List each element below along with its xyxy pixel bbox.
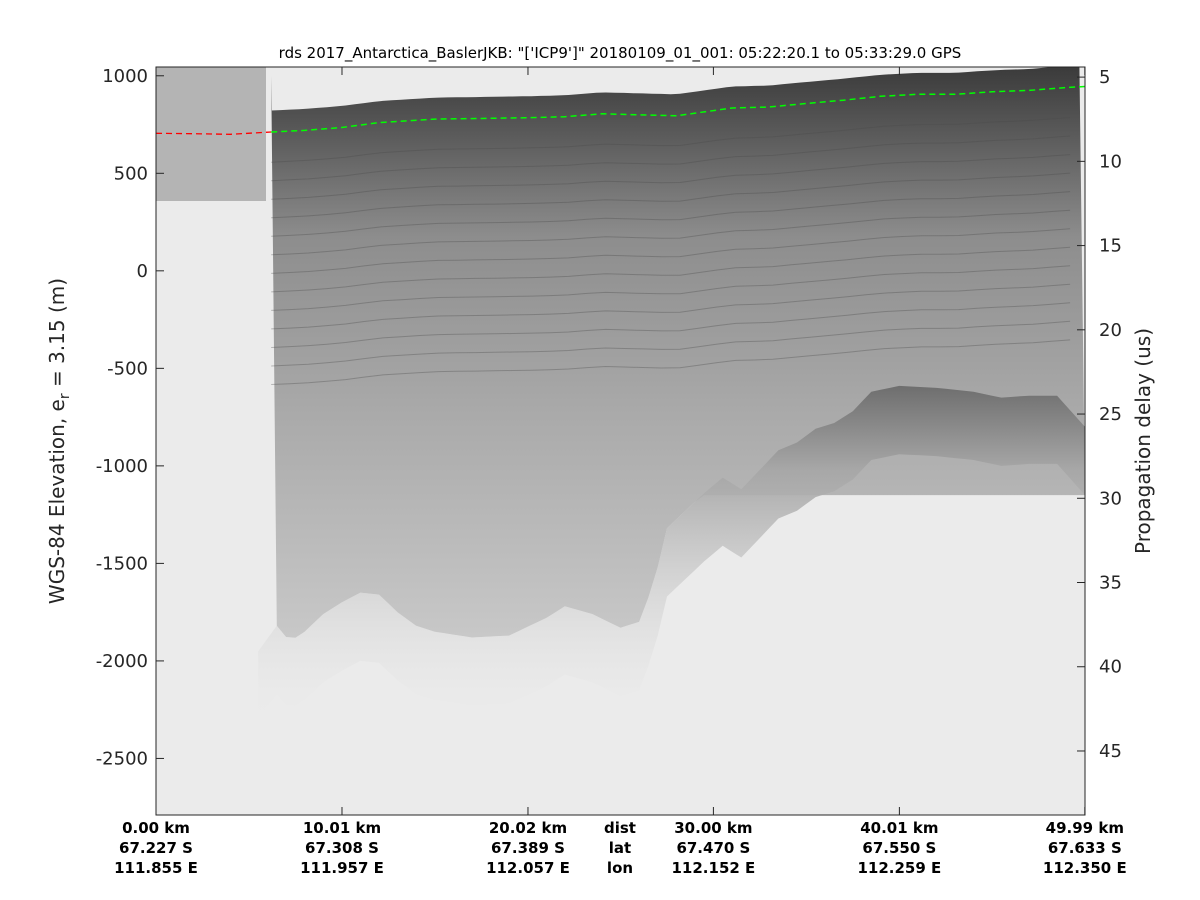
bottom-lon-label: 111.855 E	[114, 859, 198, 877]
chart-title: rds 2017_Antarctica_BaslerJKB: "['ICP9']…	[279, 44, 962, 63]
left-tick-label: -500	[107, 358, 148, 379]
bottom-lon-label: 112.350 E	[1043, 859, 1127, 877]
right-tick-label: 5	[1099, 67, 1110, 88]
right-tick-label: 10	[1099, 151, 1122, 172]
left-tick-label: 1000	[102, 66, 148, 87]
internal-layer	[271, 172, 1071, 219]
right-axis-label: Propagation delay (us)	[1131, 328, 1155, 554]
right-tick-label: 35	[1099, 573, 1122, 594]
bottom-lat-label: 67.633 S	[1048, 839, 1122, 857]
bottom-dist-label: 0.00 km	[122, 819, 190, 837]
bottom-row-name-dist: dist	[604, 819, 636, 837]
left-axis: 1000 500 0 -500 -1000 -1500 -2000 -2500	[96, 66, 164, 769]
internal-layer	[271, 339, 1071, 385]
right-axis: 5 10 15 20 25 30 35 40 45	[1077, 67, 1122, 762]
bottom-lon-label: 112.259 E	[857, 859, 941, 877]
bottom-lon-label: 112.057 E	[486, 859, 570, 877]
bottom-lat-label: 67.389 S	[491, 839, 565, 857]
right-tick-label: 15	[1099, 236, 1122, 257]
right-tick-label: 45	[1099, 741, 1122, 762]
right-tick-label: 30	[1099, 488, 1122, 509]
right-tick-label: 25	[1099, 404, 1122, 425]
left-tick-label: -2000	[96, 651, 148, 672]
bottom-dist-label: 20.02 km	[489, 819, 567, 837]
right-tick-label: 40	[1099, 657, 1122, 678]
internal-layers	[271, 117, 1071, 385]
right-tick-label: 20	[1099, 320, 1122, 341]
internal-layer	[271, 302, 1071, 348]
internal-layer	[271, 228, 1071, 274]
surface-reference-line	[156, 131, 272, 135]
bed-echo	[258, 385, 1085, 720]
echogram-image	[156, 67, 1085, 815]
bottom-lat-label: 67.308 S	[305, 839, 379, 857]
bottom-lon-label: 111.957 E	[300, 859, 384, 877]
internal-layer	[271, 135, 1071, 182]
bottom-row-name-lat: lat	[609, 839, 631, 857]
internal-layer	[271, 246, 1071, 293]
internal-layer	[271, 283, 1071, 330]
ice-column	[271, 67, 1085, 638]
left-tick-label: 500	[114, 163, 148, 184]
plot-frame	[155, 66, 1086, 816]
bottom-axis: 0.00 km 67.227 S 111.855 E 10.01 km 67.308 S…	[114, 67, 1127, 877]
bottom-dist-label: 40.01 km	[860, 819, 938, 837]
bottom-lat-label: 67.227 S	[119, 839, 193, 857]
surface-pick-line	[271, 85, 1085, 133]
bottom-lat-label: 67.470 S	[676, 839, 750, 857]
internal-layer	[271, 117, 1071, 163]
internal-layer	[271, 154, 1071, 200]
internal-layer	[271, 191, 1071, 237]
left-tick-label: -1500	[96, 553, 148, 574]
bottom-dist-label: 30.00 km	[674, 819, 752, 837]
internal-layer	[271, 320, 1071, 367]
left-tick-label: 0	[137, 261, 148, 282]
internal-layer	[271, 209, 1071, 256]
bottom-row-name-lon: lon	[607, 859, 633, 877]
internal-layer	[271, 265, 1071, 311]
bottom-lon-label: 112.152 E	[672, 859, 756, 877]
bottom-dist-label: 10.01 km	[303, 819, 381, 837]
left-tick-label: -2500	[96, 748, 148, 769]
bottom-dist-label: 49.99 km	[1046, 819, 1124, 837]
left-tick-label: -1000	[96, 456, 148, 477]
left-axis-label: WGS-84 Elevation, er = 3.15 (m)	[45, 278, 73, 604]
bottom-lat-label: 67.550 S	[862, 839, 936, 857]
